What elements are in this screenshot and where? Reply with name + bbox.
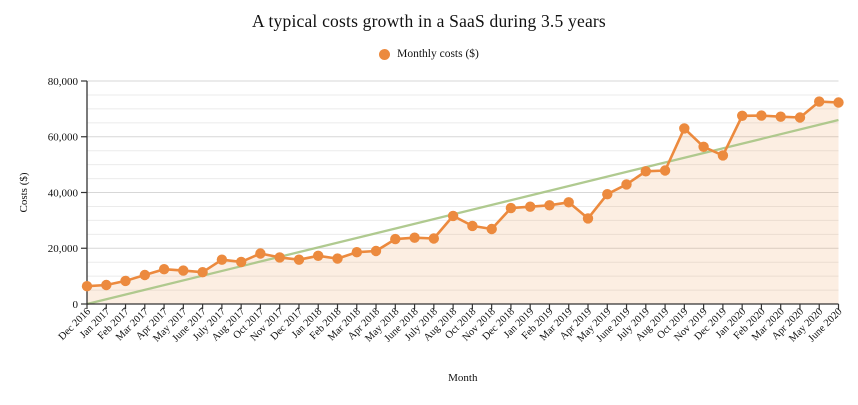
data-point[interactable] <box>833 97 844 108</box>
data-point[interactable] <box>544 200 555 211</box>
series-area-fill <box>87 101 839 304</box>
series-line <box>86 100 839 288</box>
data-point[interactable] <box>486 223 497 235</box>
data-point[interactable] <box>313 250 324 261</box>
data-point[interactable] <box>428 233 439 244</box>
data-point[interactable] <box>274 252 285 263</box>
chart-title: A typical costs growth in a SaaS during … <box>252 11 606 31</box>
legend-item-label: Monthly costs ($) <box>397 48 479 60</box>
legend: Monthly costs ($) <box>0 48 858 60</box>
data-point[interactable] <box>81 281 93 292</box>
data-point[interactable] <box>505 202 517 214</box>
data-point[interactable] <box>698 141 709 152</box>
y-tick-label: 40,000 <box>48 187 79 199</box>
data-point[interactable] <box>679 123 690 134</box>
data-point[interactable] <box>659 165 671 176</box>
y-tick-label: 60,000 <box>48 132 79 144</box>
legend-item-monthly-costs[interactable]: Monthly costs ($) <box>379 48 479 60</box>
data-point[interactable] <box>602 189 613 200</box>
data-point[interactable] <box>197 267 208 278</box>
data-point[interactable] <box>563 197 574 208</box>
data-point[interactable] <box>370 245 382 257</box>
legend-circle-icon <box>379 48 391 60</box>
data-point[interactable] <box>293 254 305 265</box>
data-point[interactable] <box>640 166 651 177</box>
data-point[interactable] <box>255 248 266 259</box>
data-point[interactable] <box>236 256 247 268</box>
data-point[interactable] <box>794 112 806 123</box>
data-point[interactable] <box>814 96 825 107</box>
y-axis-title: Costs ($) <box>18 172 30 212</box>
y-tick-label: 80,000 <box>48 76 79 88</box>
data-point[interactable] <box>139 269 150 281</box>
data-point[interactable] <box>216 254 228 265</box>
data-point[interactable] <box>717 150 729 161</box>
data-point[interactable] <box>775 111 786 122</box>
data-point[interactable] <box>525 201 536 212</box>
data-point[interactable] <box>737 110 748 122</box>
data-point[interactable] <box>447 210 459 222</box>
data-point[interactable] <box>101 279 112 291</box>
data-point[interactable] <box>621 179 632 190</box>
data-point[interactable] <box>178 265 189 276</box>
data-point[interactable] <box>582 213 594 224</box>
y-tick-label: 0 <box>73 299 79 311</box>
y-tick-label: 20,000 <box>48 243 79 255</box>
data-point[interactable] <box>390 233 401 245</box>
x-axis-title: Month <box>448 372 478 384</box>
data-point[interactable] <box>409 232 420 243</box>
data-point[interactable] <box>332 253 343 264</box>
data-point[interactable] <box>351 247 362 258</box>
data-point[interactable] <box>467 220 478 232</box>
data-point[interactable] <box>158 264 170 275</box>
data-point[interactable] <box>756 110 767 121</box>
data-point[interactable] <box>120 275 131 287</box>
